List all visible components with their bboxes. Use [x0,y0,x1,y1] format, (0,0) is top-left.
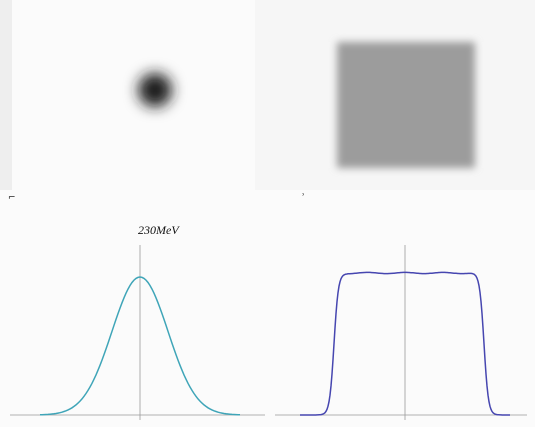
scribble: ʾ [302,193,305,203]
film-edge [0,0,12,190]
profile-plot-left [10,245,265,420]
spot-profile-curve [39,276,241,416]
field-profile-curve [300,271,510,416]
field-dose-image [337,42,475,168]
handwritten-label: 230MeV [138,223,180,237]
scribble: ⌐ [8,193,16,203]
spot-dose-image [138,73,172,107]
